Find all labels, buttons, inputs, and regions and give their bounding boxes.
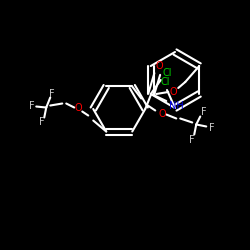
Text: F: F [30, 100, 35, 110]
Text: O: O [74, 102, 82, 113]
Text: Cl: Cl [162, 68, 172, 78]
Text: F: F [202, 108, 207, 118]
Text: F: F [50, 88, 55, 99]
Text: NH: NH [169, 101, 184, 111]
Text: F: F [190, 136, 195, 145]
Text: O: O [158, 110, 166, 120]
Text: F: F [210, 124, 215, 134]
Text: O: O [156, 61, 163, 71]
Text: O: O [170, 87, 177, 97]
Text: F: F [40, 116, 45, 126]
Text: Cl: Cl [160, 77, 170, 87]
